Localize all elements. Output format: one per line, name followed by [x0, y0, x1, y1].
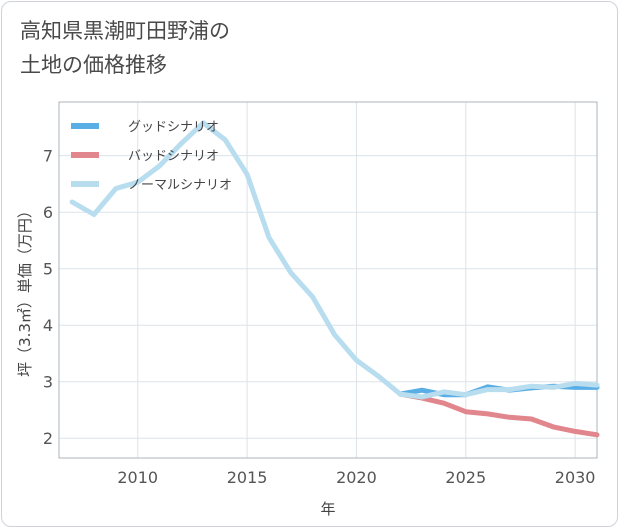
y-tick-label-7: 7 [43, 147, 53, 166]
y-axis-title: 坪（3.3㎡）単価（万円） [16, 203, 34, 377]
chart-title-line-1: 高知県黒潮町田野浦の [20, 19, 230, 43]
x-tick-label-2030: 2030 [555, 468, 596, 487]
y-tick-label-4: 4 [43, 316, 53, 335]
x-tick-label-2020: 2020 [336, 468, 377, 487]
y-tick-label-5: 5 [43, 260, 53, 279]
y-tick-label-6: 6 [43, 203, 53, 222]
chart-title: 高知県黒潮町田野浦の 土地の価格推移 [20, 14, 440, 82]
x-tick-label-2015: 2015 [227, 468, 268, 487]
series-lines [69, 120, 600, 438]
x-tick-label-2010: 2010 [117, 468, 158, 487]
x-tick-labels: 2010 2015 2020 2025 2030 [117, 468, 595, 487]
x-tick-label-2025: 2025 [445, 468, 486, 487]
y-tick-label-2: 2 [43, 429, 53, 448]
y-tick-label-3: 3 [43, 373, 53, 392]
plot-area-border [58, 101, 598, 459]
normal-scenario-legend-label: ノーマルシナリオ [128, 178, 232, 193]
grid-lines [59, 102, 597, 458]
chart-title-line-2: 土地の価格推移 [20, 53, 167, 77]
y-tick-labels: 2 3 4 5 6 7 [43, 147, 53, 449]
x-axis-title: 年 [320, 500, 335, 518]
bad-scenario-line [397, 391, 600, 438]
bad-scenario-legend-label: バッドシナリオ [128, 149, 219, 164]
good-scenario-legend-label: グッドシナリオ [128, 120, 219, 135]
normal-scenario-line [69, 120, 600, 400]
